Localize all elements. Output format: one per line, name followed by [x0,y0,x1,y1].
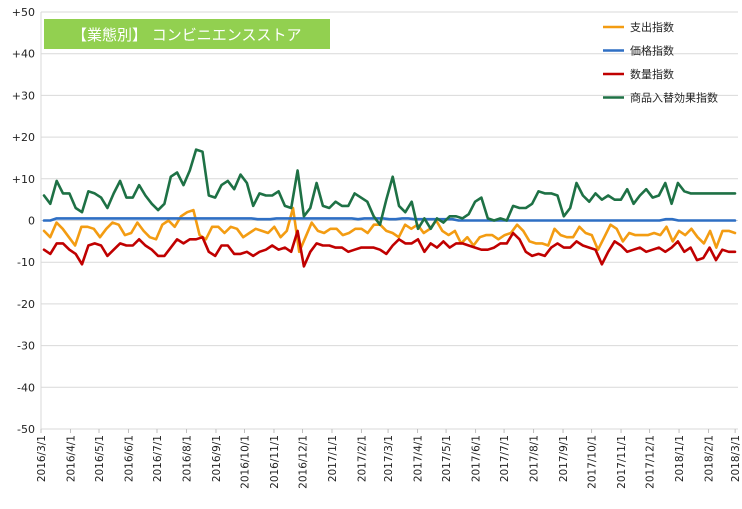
x-tick-label: 2017/5/1 [441,435,453,482]
x-tick-label: 2016/12/1 [297,435,309,489]
y-axis-ticks: +50 +40 +30 +20 +10 0 -10 -20 -30 -40 -50 [12,6,35,436]
x-tick-label: 2016/11/1 [269,435,281,489]
y-tick-label: -40 [17,381,35,394]
y-tick-label: +10 [12,173,35,186]
x-tick-label: 2017/4/1 [413,435,425,482]
chart-title-text: 【業態別】 コンビニエンスストア [72,26,301,44]
legend-label-1: 支出指数 [630,20,674,34]
x-tick-label: 2017/9/1 [558,435,570,482]
x-tick-label: 2016/5/1 [94,435,106,482]
y-tick-label: +20 [12,131,35,144]
series-line-3 [42,229,737,268]
y-tick-label: -10 [17,256,35,269]
x-tick-label: 2016/6/1 [123,435,135,482]
x-tick-label: 2016/7/1 [152,435,164,482]
legend-label-2: 価格指数 [630,44,674,58]
y-tick-label: +30 [12,89,35,102]
y-tick-label: +50 [12,6,35,19]
legend-label-3: 数量指数 [630,67,674,81]
x-tick-label: 2017/7/1 [499,435,511,482]
x-tick-label: 2017/12/1 [645,435,657,489]
x-tick-label: 2017/1/1 [327,435,339,482]
title-box [44,19,330,49]
x-tick-label: 2017/6/1 [471,435,483,482]
y-tick-label: -50 [17,423,35,436]
x-tick-label: 2017/8/1 [529,435,541,482]
x-tick-label: 2018/2/1 [704,435,716,482]
series-line-2 [42,217,737,222]
x-tick-label: 2016/4/1 [65,435,77,482]
x-axis-ticks: 2016/3/1 2016/4/1 2016/5/1 2016/6/1 2016/7/1… [36,429,742,489]
x-tick-label: 2016/10/1 [239,435,251,489]
series-line-1 [42,206,737,254]
y-tick-label: -20 [17,298,35,311]
series-lines [42,148,737,268]
x-tick-label: 2017/2/1 [356,435,368,482]
legend-label-4: 商品入替効果指数 [630,91,718,105]
y-tick-label: 0 [28,215,35,228]
x-tick-label: 2017/3/1 [383,435,395,482]
y-tick-label: -30 [17,340,35,353]
x-tick-label: 2017/10/1 [587,435,599,489]
x-tick-label: 2017/11/1 [616,435,628,489]
x-tick-label: 2016/3/1 [36,435,48,482]
x-tick-label: 2018/1/1 [674,435,686,482]
x-tick-label: 2018/3/1 [730,435,742,482]
chart-title: 【業態別】 コンビニエンスストア [44,19,330,49]
x-tick-label: 2016/8/1 [181,435,193,482]
series-line-4 [42,148,737,231]
x-tick-label: 2016/9/1 [211,435,223,482]
y-tick-label: +40 [12,48,35,61]
